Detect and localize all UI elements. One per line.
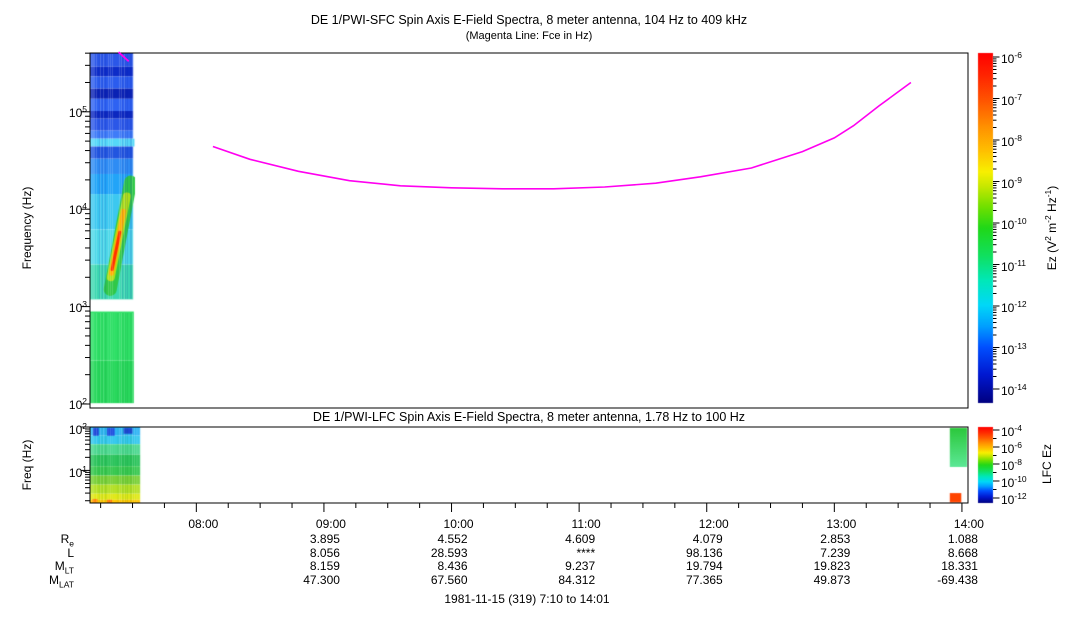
sfc-y-axis-label: Frequency (Hz) xyxy=(20,186,34,270)
ephemeris-value-MLAT: 77.365 xyxy=(686,573,723,587)
ephemeris-value-L: 8.056 xyxy=(309,546,340,560)
sfc-ytick-label: 103 xyxy=(68,298,87,315)
fce-line-lead xyxy=(117,51,130,62)
date-range-footer: 1981-11-15 (319) 7:10 to 14:01 xyxy=(444,592,610,606)
ephemeris-value-Re: 4.552 xyxy=(437,532,468,546)
lfc-ytick-label: 101 xyxy=(68,464,87,481)
ephemeris-row-label-L: L xyxy=(67,546,74,560)
ephemeris-value-Re: 3.895 xyxy=(309,532,340,546)
lfc-colorbar-tick-label: 10-8 xyxy=(1001,457,1022,473)
ephemeris-value-MLAT: -69.438 xyxy=(937,573,978,587)
ephemeris-value-Re: 1.088 xyxy=(947,532,978,546)
sfc-colorbar-tick-label: 10-10 xyxy=(1001,216,1027,232)
sfc-colorbar-tick-label: 10-7 xyxy=(1001,91,1022,108)
sfc-colorbar-tick-label: 10-6 xyxy=(1001,50,1022,66)
ephemeris-value-MLAT: 49.873 xyxy=(813,573,851,587)
lfc-colorbar-tick-label: 10-10 xyxy=(1001,474,1027,490)
sfc-colorbar-tick-label: 10-13 xyxy=(1001,340,1027,357)
ephemeris-value-MLT: 18.331 xyxy=(941,559,978,573)
lfc-title: DE 1/PWI-LFC Spin Axis E-Field Spectra, … xyxy=(312,410,746,424)
lfc-ytick-label: 102 xyxy=(68,421,87,437)
sfc-colorbar-tick-label: 10-8 xyxy=(1001,133,1022,149)
ephemeris-value-Re: 4.079 xyxy=(692,532,723,546)
ephemeris-value-MLAT: 67.560 xyxy=(430,573,468,587)
lfc-y-axis-label: Freq (Hz) xyxy=(20,439,34,491)
ephemeris-value-Re: 4.609 xyxy=(565,532,596,546)
sfc-colorbar-tick-label: 10-12 xyxy=(1001,299,1027,315)
sfc-colorbar-tick-label: 10-11 xyxy=(1001,257,1027,274)
ephemeris-value-L: 8.668 xyxy=(947,546,978,560)
ephemeris-value-L: 98.136 xyxy=(686,546,723,560)
sfc-ytick-label: 102 xyxy=(68,396,87,412)
ephemeris-value-MLT: 8.436 xyxy=(437,559,468,573)
time-tick-label: 08:00 xyxy=(188,517,219,531)
time-tick-label: 11:00 xyxy=(571,517,601,531)
ephemeris-value-MLT: 8.159 xyxy=(309,559,340,573)
ephemeris-value-MLT: 19.823 xyxy=(813,559,851,573)
ephemeris-value-L: 28.593 xyxy=(430,546,468,560)
sfc-ytick-label: 104 xyxy=(68,201,87,218)
fce-line xyxy=(212,81,912,190)
sfc-colorbar-tick-label: 10-14 xyxy=(1001,382,1027,398)
sfc-colorbar-tick-label: 10-9 xyxy=(1001,174,1022,191)
ephemeris-value-MLAT: 84.312 xyxy=(558,573,596,587)
sfc-subtitle: (Magenta Line: Fce in Hz) xyxy=(465,30,593,42)
ephemeris-row-label-Re: Re xyxy=(60,532,74,549)
ephemeris-row-label-MLT: MLT xyxy=(54,559,74,576)
time-tick-label: 13:00 xyxy=(826,517,857,531)
lfc-colorbar-tick-label: 10-12 xyxy=(1001,491,1027,507)
ephemeris-value-MLT: 19.794 xyxy=(686,559,723,573)
time-tick-label: 12:00 xyxy=(698,517,729,531)
time-tick-label: 14:00 xyxy=(953,517,984,531)
ephemeris-value-MLAT: 47.300 xyxy=(303,573,340,587)
sfc-colorbar-unit-label: Ez (V2 m-2 Hz-1) xyxy=(1043,185,1059,271)
sfc-title: DE 1/PWI-SFC Spin Axis E-Field Spectra, … xyxy=(310,13,748,27)
ephemeris-row-label-MLAT: MLAT xyxy=(49,573,74,590)
lfc-colorbar-tick-label: 10-6 xyxy=(1001,440,1022,456)
time-tick-label: 09:00 xyxy=(315,517,346,531)
ephemeris-value-MLT: 9.237 xyxy=(565,559,596,573)
lfc-colorbar-unit-label: LFC Ez xyxy=(1040,443,1054,485)
ephemeris-value-Re: 2.853 xyxy=(820,532,851,546)
ephemeris-value-L: 7.239 xyxy=(820,546,851,560)
ephemeris-value-L: **** xyxy=(576,546,596,560)
sfc-ytick-label: 105 xyxy=(68,103,87,120)
time-tick-label: 10:00 xyxy=(443,517,474,531)
lfc-colorbar-tick-label: 10-4 xyxy=(1001,423,1022,439)
